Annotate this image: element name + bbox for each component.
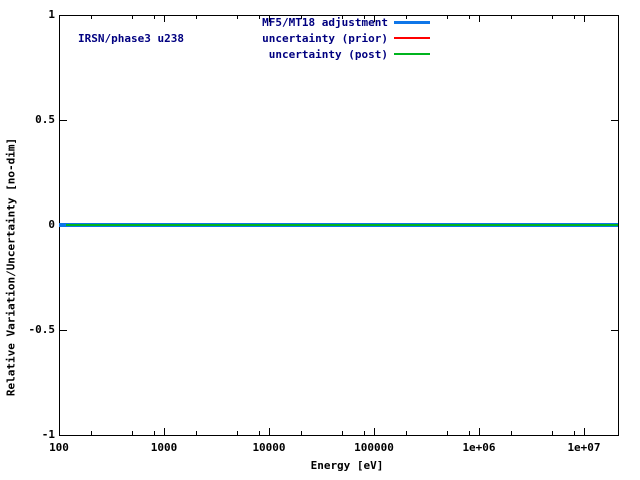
x-minor-tick-mirror xyxy=(511,15,512,19)
x-axis-title: Energy [eV] xyxy=(310,459,384,472)
x-minor-tick xyxy=(342,431,343,435)
x-tick-label: 1e+06 xyxy=(462,441,496,454)
y-major-tick-mirror xyxy=(611,15,618,16)
x-major-tick-mirror xyxy=(269,15,270,22)
legend-row: uncertainty (prior) xyxy=(160,30,430,46)
x-major-tick-mirror xyxy=(59,15,60,22)
x-tick-label: 100 xyxy=(49,441,69,454)
x-minor-tick xyxy=(469,431,470,435)
y-major-tick-mirror xyxy=(611,435,618,436)
x-major-tick-mirror xyxy=(584,15,585,22)
x-minor-tick-mirror xyxy=(237,15,238,19)
x-minor-tick xyxy=(364,431,365,435)
x-minor-tick xyxy=(301,431,302,435)
x-minor-tick-mirror xyxy=(259,15,260,19)
x-minor-tick-mirror xyxy=(196,15,197,19)
x-tick-label: 100000 xyxy=(354,441,394,454)
x-minor-tick-mirror xyxy=(154,15,155,19)
legend-line-sample-green xyxy=(394,53,430,55)
x-minor-tick xyxy=(259,431,260,435)
legend-line-sample-red xyxy=(394,37,430,39)
legend-label-adjustment: MF5/MT18 adjustment xyxy=(262,15,388,29)
y-major-tick xyxy=(60,435,67,436)
x-major-tick xyxy=(269,428,270,435)
y-tick-label: 0.5 xyxy=(35,113,55,126)
x-minor-tick xyxy=(447,431,448,435)
x-major-tick xyxy=(374,428,375,435)
legend-row: MF5/MT18 adjustment xyxy=(160,14,430,30)
y-tick-label: 0 xyxy=(48,218,55,231)
series-line-2 xyxy=(66,224,618,226)
x-minor-tick-mirror xyxy=(301,15,302,19)
y-major-tick-mirror xyxy=(611,120,618,121)
legend: MF5/MT18 adjustment uncertainty (prior) … xyxy=(160,14,430,62)
x-major-tick-mirror xyxy=(374,15,375,22)
x-tick-label: 1e+07 xyxy=(567,441,601,454)
x-minor-tick-mirror xyxy=(342,15,343,19)
x-minor-tick xyxy=(406,431,407,435)
x-major-tick-mirror xyxy=(479,15,480,22)
x-minor-tick-mirror xyxy=(406,15,407,19)
y-axis-title: Relative Variation/Uncertainty [no-dim] xyxy=(4,137,18,397)
x-major-tick xyxy=(59,428,60,435)
y-major-tick xyxy=(60,330,67,331)
x-major-tick xyxy=(584,428,585,435)
x-major-tick xyxy=(479,428,480,435)
y-major-tick xyxy=(60,120,67,121)
x-minor-tick xyxy=(552,431,553,435)
y-tick-label: 1 xyxy=(48,8,55,21)
x-minor-tick-mirror xyxy=(91,15,92,19)
x-minor-tick xyxy=(511,431,512,435)
x-minor-tick-mirror xyxy=(469,15,470,19)
x-minor-tick-mirror xyxy=(364,15,365,19)
plot-annotation: IRSN/phase3 u238 xyxy=(78,32,184,45)
x-minor-tick xyxy=(574,431,575,435)
x-minor-tick xyxy=(196,431,197,435)
x-major-tick xyxy=(164,428,165,435)
y-major-tick-mirror xyxy=(611,330,618,331)
y-tick-label: -1 xyxy=(41,428,55,441)
x-minor-tick-mirror xyxy=(447,15,448,19)
legend-line-sample-blue xyxy=(394,20,430,24)
x-tick-label: 1000 xyxy=(150,441,178,454)
y-major-tick xyxy=(60,15,67,16)
legend-label-uncertainty-prior: uncertainty (prior) xyxy=(262,31,388,45)
x-tick-label: 10000 xyxy=(252,441,286,454)
x-minor-tick-mirror xyxy=(552,15,553,19)
y-tick-label: -0.5 xyxy=(28,323,56,336)
x-minor-tick xyxy=(154,431,155,435)
x-major-tick-mirror xyxy=(164,15,165,22)
x-minor-tick-mirror xyxy=(132,15,133,19)
x-minor-tick-mirror xyxy=(574,15,575,19)
x-minor-tick xyxy=(91,431,92,435)
x-minor-tick xyxy=(237,431,238,435)
legend-row: uncertainty (post) xyxy=(160,46,430,62)
x-minor-tick xyxy=(132,431,133,435)
legend-label-uncertainty-post: uncertainty (post) xyxy=(268,47,388,61)
